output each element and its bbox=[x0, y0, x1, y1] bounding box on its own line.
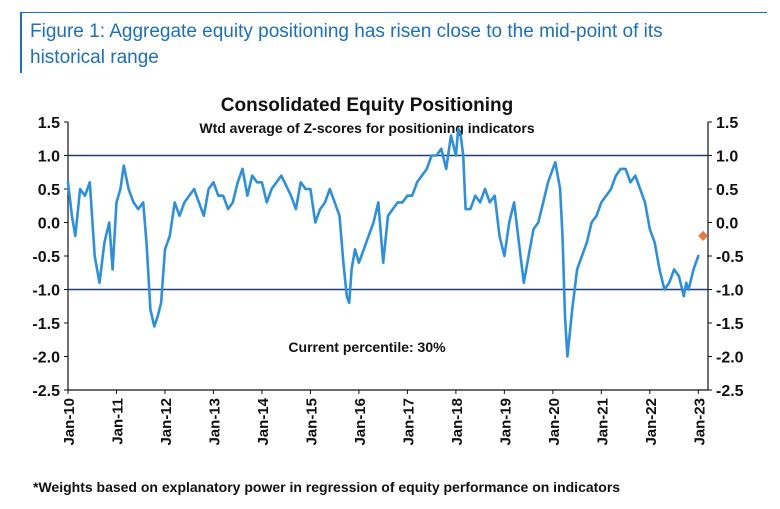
x-tick-label: Jan-11 bbox=[109, 398, 126, 445]
right-y-tick-label: -2.5 bbox=[716, 383, 744, 400]
left-y-tick-label: -2.0 bbox=[32, 350, 60, 367]
left-y-tick-label: -0.5 bbox=[32, 249, 60, 266]
right-y-tick-label: 0.5 bbox=[716, 182, 738, 199]
right-y-tick-label: 1.0 bbox=[716, 149, 738, 166]
right-y-tick-label: -2.0 bbox=[716, 350, 744, 367]
left-y-tick-label: 1.0 bbox=[38, 149, 60, 166]
left-y-tick-label: 0.5 bbox=[38, 182, 60, 199]
series-group bbox=[66, 127, 709, 358]
x-tick-label: Jan-13 bbox=[206, 398, 223, 446]
left-y-tick-label: 1.5 bbox=[38, 115, 60, 132]
x-tick-label: Jan-14 bbox=[255, 397, 272, 445]
x-tick-label: Jan-16 bbox=[352, 398, 369, 446]
right-y-tick-label: -0.5 bbox=[716, 249, 744, 266]
x-tick-label: Jan-17 bbox=[400, 398, 417, 446]
figure-caption: Figure 1: Aggregate equity positioning h… bbox=[30, 21, 663, 68]
x-tick-label: Jan-12 bbox=[158, 398, 175, 446]
tick-labels: 1.5 1.5 1.0 1.0 0.5 0.5 0.0 0.0 -0.5 -0.5 -1.0 -1.0… bbox=[32, 115, 743, 446]
x-tick-label: Jan-19 bbox=[497, 398, 514, 446]
chart-subtitle: Wtd average of Z-scores for positioning … bbox=[199, 120, 534, 136]
x-tick-label: Jan-18 bbox=[449, 398, 466, 446]
left-y-tick-label: -2.5 bbox=[32, 383, 60, 400]
x-tick-label: Jan-20 bbox=[546, 398, 563, 446]
x-tick-label: Jan-15 bbox=[303, 398, 320, 446]
chart-axes bbox=[64, 121, 712, 394]
current-value-marker bbox=[698, 230, 709, 241]
right-y-tick-label: -1.5 bbox=[716, 316, 744, 333]
x-tick-label: Jan-21 bbox=[594, 398, 611, 446]
footnote: *Weights based on explanatory power in r… bbox=[33, 479, 621, 495]
left-y-tick-label: 0.0 bbox=[38, 216, 60, 233]
right-y-tick-label: -1.0 bbox=[716, 283, 744, 300]
right-y-tick-label: 1.5 bbox=[716, 115, 738, 132]
x-tick-label: Jan-10 bbox=[61, 398, 78, 446]
current-percentile-annotation: Current percentile: 30% bbox=[288, 339, 446, 355]
x-tick-label: Jan-22 bbox=[643, 398, 660, 446]
figure-header: Figure 1: Aggregate equity positioning h… bbox=[20, 12, 767, 73]
reference-lines bbox=[68, 154, 708, 291]
left-y-tick-label: -1.5 bbox=[32, 316, 60, 333]
chart-title: Consolidated Equity Positioning bbox=[221, 95, 513, 116]
right-y-tick-label: 0.0 bbox=[716, 216, 738, 233]
positioning-series-line bbox=[66, 127, 700, 358]
left-y-tick-label: -1.0 bbox=[32, 283, 60, 300]
x-tick-label: Jan-23 bbox=[691, 398, 708, 446]
